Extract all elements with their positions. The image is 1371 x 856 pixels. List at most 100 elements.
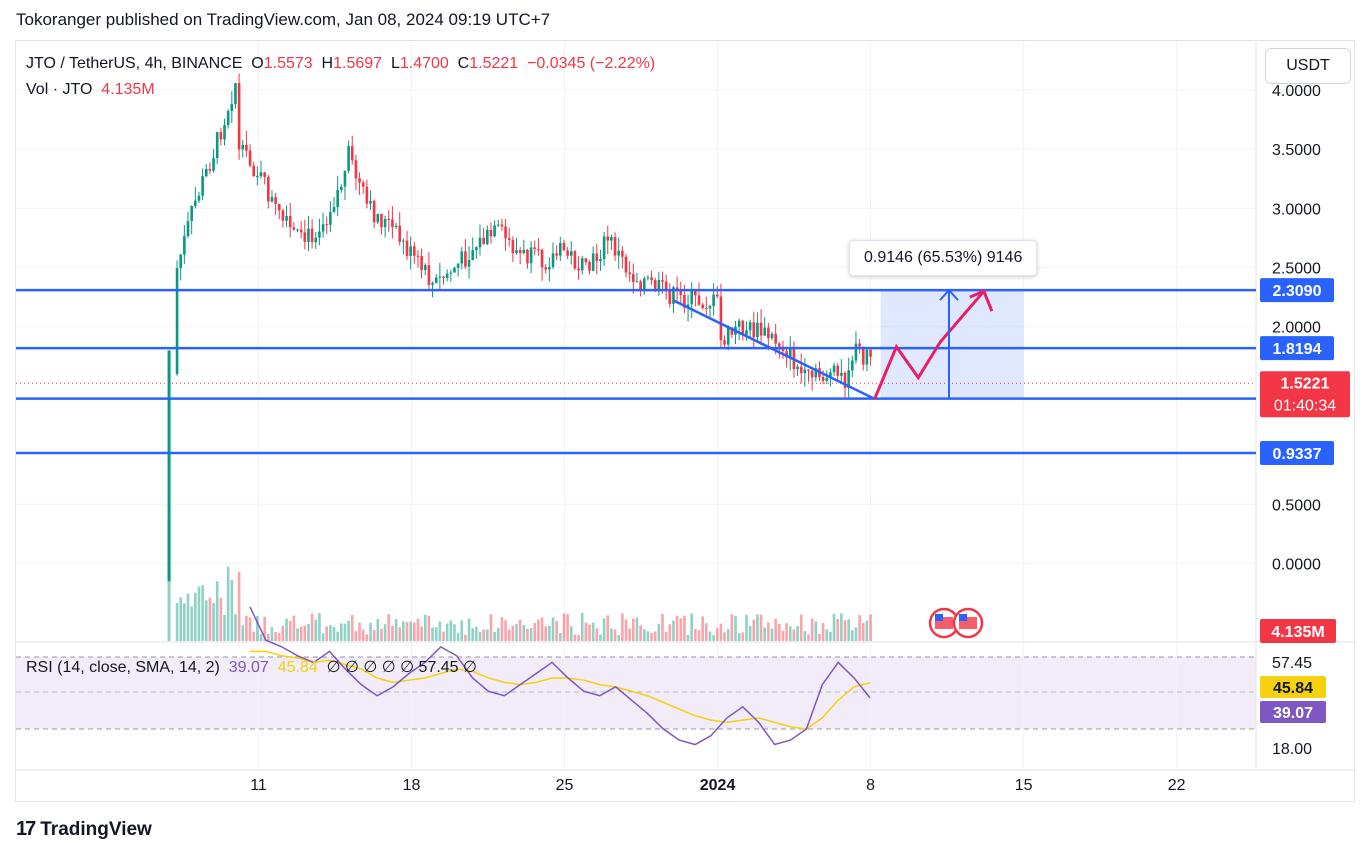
candle-body	[715, 294, 719, 297]
volume-bar	[730, 614, 734, 641]
volume-bar	[675, 615, 679, 641]
flag-canton	[935, 614, 943, 621]
volume-bar	[347, 620, 350, 641]
volume-bar	[496, 627, 500, 641]
candle-body	[566, 250, 569, 256]
close-value: 1.5221	[469, 55, 519, 72]
volume-bar	[861, 623, 865, 641]
candle-body	[617, 250, 621, 256]
symbol-label[interactable]: JTO / TetherUS, 4h, BINANCE	[26, 55, 243, 72]
candle-body	[639, 281, 642, 290]
level-price-label: 0.9337	[1273, 446, 1322, 463]
candle-body	[840, 373, 843, 376]
volume-bar	[361, 629, 365, 641]
volume-bar	[398, 627, 402, 641]
volume-bar	[252, 631, 256, 641]
volume-bar	[548, 625, 551, 641]
level-price-label: 2.3090	[1273, 283, 1322, 300]
volume-bar	[544, 626, 548, 641]
volume-bar	[245, 615, 248, 641]
volume-label[interactable]: Vol · JTO	[26, 81, 93, 98]
volume-tag-label: 4.135M	[1271, 624, 1324, 641]
volume-bar	[223, 614, 226, 641]
volume-bar	[212, 603, 215, 641]
volume-bar	[511, 625, 515, 641]
candle-body	[810, 370, 814, 378]
volume-bar	[854, 627, 858, 641]
rsi-tag-label: 39.07	[1273, 705, 1313, 722]
volume-bar	[518, 619, 522, 641]
volume-bar	[186, 593, 190, 641]
volume-bar	[602, 618, 606, 641]
candle-body	[606, 236, 610, 241]
candle-body	[672, 287, 675, 304]
volume-bar	[566, 614, 569, 641]
candle-body	[383, 218, 387, 228]
candle-body	[186, 221, 190, 237]
volume-bar	[555, 621, 558, 641]
candle-body	[226, 110, 230, 125]
candle-body	[770, 333, 774, 339]
projection-path[interactable]	[873, 290, 986, 400]
candle-body	[580, 258, 584, 271]
volume-bar	[380, 628, 383, 641]
candle-body	[456, 263, 460, 268]
candle-body	[756, 322, 759, 338]
chart-frame	[15, 40, 1355, 802]
candle-body	[409, 246, 412, 256]
candle-body	[500, 224, 504, 227]
volume-bar	[500, 617, 504, 641]
currency-button[interactable]: USDT	[1265, 48, 1351, 84]
candle-body	[628, 272, 631, 274]
candle-body	[526, 249, 529, 264]
volume-bar	[387, 614, 391, 641]
ohlc-legend: JTO / TetherUS, 4h, BINANCE O1.5573 H1.5…	[26, 55, 655, 73]
candle-body	[602, 236, 606, 259]
candle-body	[245, 144, 248, 151]
candle-body	[847, 370, 850, 389]
rsi-value: 39.07	[228, 659, 269, 676]
candle-body	[489, 229, 493, 237]
candle-body	[307, 228, 310, 242]
volume-bar	[507, 629, 511, 641]
candle-body	[179, 254, 183, 269]
volume-bar	[376, 618, 380, 641]
descending-trendline[interactable]	[673, 299, 876, 401]
volume-bar	[807, 634, 810, 641]
volume-bar	[723, 632, 726, 641]
volume-bar	[274, 631, 277, 641]
volume-bar	[595, 628, 599, 641]
volume-bar	[639, 625, 642, 641]
candle-body	[551, 253, 555, 267]
volume-bar	[734, 615, 737, 641]
candle-body	[843, 373, 847, 389]
bar-countdown-label: 01:40:34	[1274, 397, 1336, 414]
candle-body	[836, 365, 840, 376]
y-tick-label: 0.0000	[1272, 557, 1321, 574]
candle-body	[175, 268, 179, 375]
tradingview-logo[interactable]: 17 TradingView	[16, 818, 152, 841]
candle-body	[270, 197, 274, 202]
volume-bar	[825, 629, 829, 641]
volume-bar	[270, 627, 274, 641]
candle-body	[767, 327, 770, 339]
volume-bar	[650, 632, 653, 641]
volume-bar	[215, 581, 219, 641]
volume-bar	[318, 613, 321, 641]
candle-body	[358, 178, 361, 183]
volume-bar	[796, 625, 799, 641]
rsi-label[interactable]: RSI (14, close, SMA, 14, 2)	[26, 659, 220, 676]
volume-bar	[588, 624, 591, 641]
volume-bar	[646, 631, 650, 641]
candle-body	[591, 253, 595, 271]
volume-bar	[321, 633, 325, 641]
volume-bar	[475, 626, 478, 641]
volume-bar	[843, 620, 847, 641]
flag-canton	[959, 614, 967, 621]
candle-body	[402, 240, 405, 242]
volume-bar	[664, 631, 668, 641]
volume-bar	[832, 613, 836, 641]
volume-bar	[486, 629, 489, 641]
candle-body	[796, 366, 799, 370]
